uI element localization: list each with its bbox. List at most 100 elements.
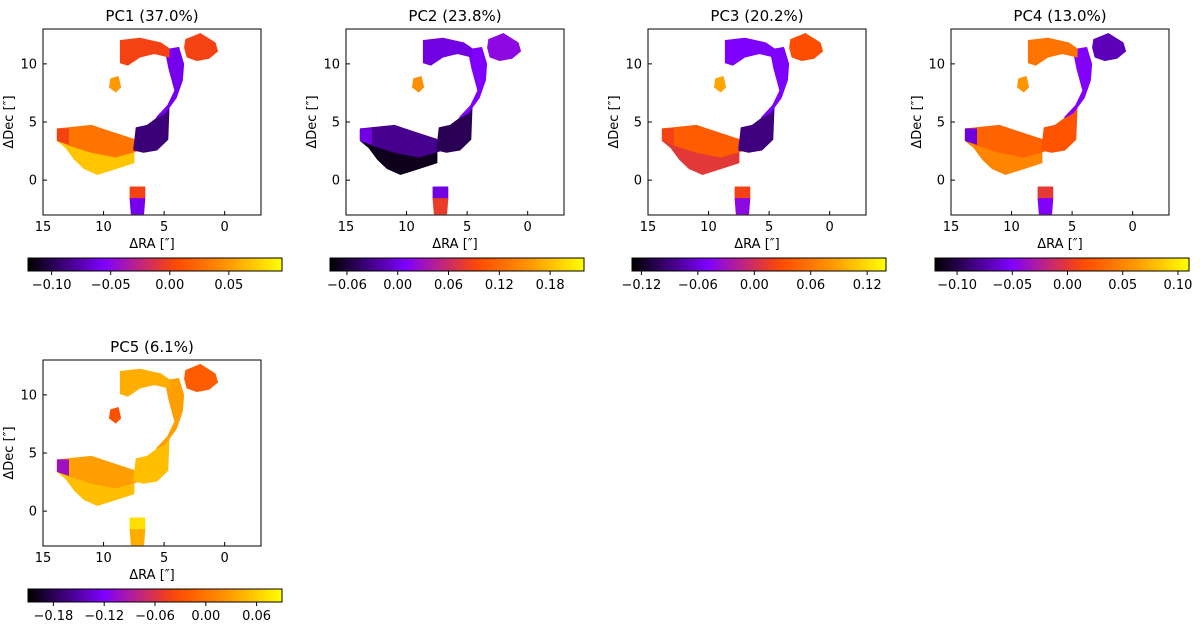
colorbar-tick-label: 0.06 <box>434 278 463 293</box>
y-tick-label: 10 <box>323 57 340 72</box>
colorbar-tick-label: 0.00 <box>383 278 412 293</box>
region-arc-top <box>119 368 170 397</box>
colorbar-tick-label: 0.00 <box>740 278 769 293</box>
region-arc-side <box>761 47 790 118</box>
region-knot <box>714 76 727 93</box>
region-arc-side <box>1064 47 1093 118</box>
region-arc-side <box>459 47 488 118</box>
colorbar-tick-label: −0.12 <box>84 609 124 624</box>
x-tick-label: 5 <box>463 220 471 235</box>
region-blob-south-bottom <box>734 198 751 215</box>
region-tail-end <box>56 459 69 476</box>
pc3-colorbar <box>631 257 887 272</box>
y-tick-label: 10 <box>20 388 37 403</box>
colorbar-tick-label: 0.06 <box>796 278 825 293</box>
y-tick-label: 0 <box>29 505 37 520</box>
region-knot <box>412 76 425 93</box>
colorbar-tick-label: 0.05 <box>214 278 243 293</box>
pc5-colorbar <box>27 588 283 603</box>
colorbar-tick-label: 0.12 <box>853 278 882 293</box>
colorbar-tick-label: −0.05 <box>992 278 1032 293</box>
y-tick-label: 10 <box>625 57 642 72</box>
x-tick-label: 5 <box>1068 220 1076 235</box>
x-tick-label: 0 <box>221 551 229 566</box>
region-blob-south-bottom <box>129 198 146 215</box>
x-tick-label: 5 <box>765 220 773 235</box>
region-blob-south-top <box>129 517 146 531</box>
region-blob-south-top <box>734 186 751 200</box>
y-tick-label: 5 <box>634 116 642 131</box>
y-tick-label: 10 <box>928 57 945 72</box>
x-tick-label: 0 <box>1129 220 1137 235</box>
pc3-ylabel: ΔDec [″] <box>607 95 622 148</box>
x-tick-label: 5 <box>160 220 168 235</box>
x-tick-label: 10 <box>95 220 112 235</box>
region-tail-end <box>359 128 372 145</box>
region-knot <box>109 407 122 424</box>
pc4-colorbar <box>934 257 1190 272</box>
region-arc-inner <box>1041 104 1078 153</box>
x-tick-label: 0 <box>826 220 834 235</box>
pc1-map <box>56 33 218 215</box>
pc3-map <box>661 33 823 215</box>
pc4-map <box>964 33 1126 215</box>
pc1-panel: PC1 (37.0%) 15 10 5 0 0 5 10 ΔRA [″] ΔDec [″] −0.1… <box>2 7 283 293</box>
colorbar-tick-label: −0.05 <box>91 278 131 293</box>
colorbar-tick-label: −0.06 <box>135 609 175 624</box>
pc3-panel: PC3 (20.2%) 15 10 5 0 0 5 10 ΔRA [″] ΔDec [″] −0.1… <box>607 7 887 293</box>
region-arc-inner <box>738 104 775 153</box>
pc5-map <box>56 364 218 546</box>
y-tick-label: 5 <box>332 116 340 131</box>
region-arc-inner <box>133 435 170 484</box>
region-blob-ne <box>789 33 823 61</box>
pc4-title: PC4 (13.0%) <box>1013 7 1106 25</box>
pc2-panel: PC2 (23.8%) 15 10 5 0 0 5 10 ΔRA [″] ΔDec [″] −0.0… <box>305 7 585 293</box>
region-blob-south-top <box>1037 186 1054 200</box>
colorbar-tick-label: −0.18 <box>33 609 73 624</box>
x-tick-label: 5 <box>160 551 168 566</box>
pc1-xlabel: ΔRA [″] <box>129 237 174 252</box>
x-tick-label: 10 <box>95 551 112 566</box>
y-tick-label: 5 <box>29 447 37 462</box>
pc3-xlabel: ΔRA [″] <box>734 237 779 252</box>
colorbar-tick-label: 0.12 <box>485 278 514 293</box>
pc5-title: PC5 (6.1%) <box>110 338 194 356</box>
region-blob-ne <box>184 364 218 392</box>
x-tick-label: 10 <box>700 220 717 235</box>
region-arc-top <box>119 37 170 66</box>
x-tick-label: 15 <box>35 551 52 566</box>
y-tick-label: 0 <box>29 174 37 189</box>
colorbar-tick-label: 0.05 <box>1108 278 1137 293</box>
pc5-xlabel: ΔRA [″] <box>129 568 174 583</box>
colorbar-tick-label: 0.00 <box>191 609 220 624</box>
region-arc-side <box>156 378 185 449</box>
x-tick-label: 0 <box>221 220 229 235</box>
region-blob-south-bottom <box>129 529 146 546</box>
region-arc-side <box>156 47 185 118</box>
region-knot <box>1017 76 1030 93</box>
region-arc-inner <box>436 104 473 153</box>
y-tick-label: 0 <box>332 174 340 189</box>
y-tick-label: 5 <box>937 116 945 131</box>
colorbar-tick-label: 0.18 <box>536 278 565 293</box>
pc1-ylabel: ΔDec [″] <box>2 95 17 148</box>
x-tick-label: 15 <box>640 220 657 235</box>
y-tick-label: 0 <box>634 174 642 189</box>
colorbar-tick-label: 0.10 <box>1163 278 1192 293</box>
region-tail-end <box>661 128 674 145</box>
colorbar-tick-label: −0.10 <box>937 278 977 293</box>
pc4-xlabel: ΔRA [″] <box>1037 237 1082 252</box>
region-knot <box>109 76 122 93</box>
colorbar-tick-label: −0.10 <box>32 278 72 293</box>
pc2-ylabel: ΔDec [″] <box>305 95 320 148</box>
pc2-xlabel: ΔRA [″] <box>432 237 477 252</box>
region-blob-ne <box>1092 33 1126 61</box>
x-tick-label: 15 <box>338 220 355 235</box>
region-arc-inner <box>133 104 170 153</box>
region-blob-south-top <box>129 186 146 200</box>
colorbar-tick-label: 0.00 <box>155 278 184 293</box>
x-tick-label: 0 <box>524 220 532 235</box>
pc5-panel: PC5 (6.1%) 15 10 5 0 0 5 10 ΔRA [″] ΔDec [″] −0.18… <box>2 338 283 624</box>
pc1-colorbar <box>27 257 283 272</box>
x-tick-label: 10 <box>1003 220 1020 235</box>
